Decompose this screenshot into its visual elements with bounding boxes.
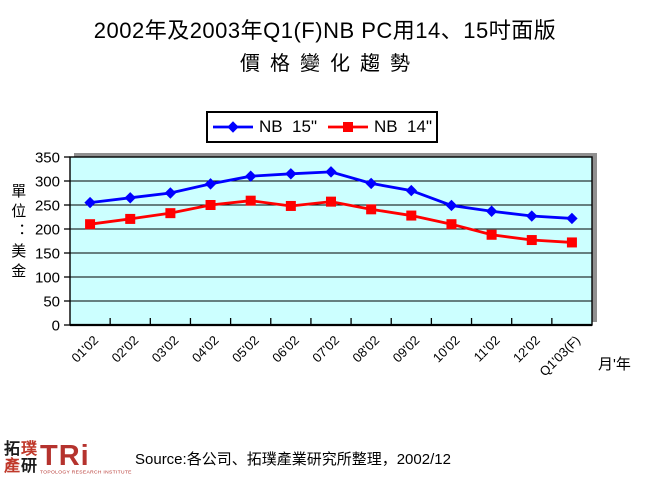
legend-item: NB 15" <box>212 117 317 137</box>
x-tick-label: 02'02 <box>109 333 142 366</box>
data-point <box>124 192 136 204</box>
x-tick-label: 04'02 <box>189 333 222 366</box>
data-point <box>566 237 577 248</box>
data-point <box>244 170 257 182</box>
data-point <box>205 200 216 210</box>
data-point <box>485 205 498 217</box>
legend-marker <box>212 121 253 133</box>
data-point <box>406 210 417 221</box>
x-tick-label: 07'02 <box>309 333 342 366</box>
tri-logo-acronym: TRi <box>40 440 90 472</box>
chart-title-line1: 2002年及2003年Q1(F)NB PC用14、15吋面版 <box>93 18 557 43</box>
data-point <box>204 178 217 190</box>
legend-label: NB 15" <box>258 117 317 136</box>
y-axis-title: 單位：美金 <box>9 183 27 283</box>
y-tick-label: 150 <box>35 245 60 262</box>
logo-char: 璞 <box>21 441 38 458</box>
x-tick-label: 10'02 <box>430 333 463 366</box>
legend-item: NB 14" <box>327 117 432 137</box>
data-point <box>164 187 177 199</box>
data-point <box>526 210 538 222</box>
x-tick-label: 01'02 <box>68 333 101 366</box>
y-tick-label: 300 <box>35 173 60 190</box>
y-tick-label: 200 <box>35 221 60 238</box>
data-point <box>125 213 136 224</box>
data-point <box>446 219 457 230</box>
tri-logo: 拓 璞 產 研 TRi TOPOLOGY RESEARCH INSTITUTE <box>4 441 152 476</box>
tri-logo-chinese: 拓 璞 產 研 <box>4 441 38 475</box>
x-tick-label: 05'02 <box>229 333 262 366</box>
logo-char: 研 <box>21 458 38 475</box>
legend-label: NB 14" <box>374 117 433 136</box>
data-point <box>285 200 296 211</box>
chart-legend: NB 15" NB 14" <box>206 111 438 143</box>
data-point <box>526 235 537 246</box>
data-point <box>566 212 578 225</box>
data-point <box>445 199 458 212</box>
data-point <box>325 166 337 178</box>
tri-logo-subtitle: TOPOLOGY RESEARCH INSTITUTE <box>40 470 132 475</box>
logo-char: 拓 <box>4 441 21 458</box>
x-tick-label: 06'02 <box>269 333 302 366</box>
data-point <box>85 219 96 230</box>
y-tick-label: 250 <box>35 197 60 214</box>
data-point <box>366 204 377 215</box>
x-tick-label: 11'02 <box>471 333 503 365</box>
x-axis-title: 月'年 <box>598 356 631 373</box>
legend-marker <box>328 122 368 132</box>
x-tick-label: 08'02 <box>349 333 382 366</box>
data-point <box>405 184 418 197</box>
chart-title-line2: 價格變化趨勢 <box>240 53 420 75</box>
x-tick-label: 03'02 <box>149 333 182 366</box>
x-tick-label: 09'02 <box>390 333 423 366</box>
y-tick-label: 0 <box>52 317 60 334</box>
data-point <box>285 168 297 180</box>
x-tick-label: 12'02 <box>510 333 543 366</box>
data-point <box>326 196 336 207</box>
data-point <box>486 229 497 240</box>
logo-char: 產 <box>4 458 21 475</box>
y-tick-label: 100 <box>35 269 60 286</box>
data-point <box>365 177 377 190</box>
y-tick-label: 350 <box>35 149 60 166</box>
source-note: Source:各公司、拓璞產業研究所整理，2002/12 <box>135 451 451 468</box>
price-trend-chart: 0 50 100 150 200 250 300 350 01'02 02'02 03'02 04'0… <box>35 149 631 380</box>
y-tick-label: 50 <box>43 293 60 310</box>
x-tick-label: Q1'03(F) <box>536 333 583 380</box>
data-point <box>84 196 96 209</box>
data-point <box>165 208 176 219</box>
plot-area <box>69 156 593 326</box>
data-point <box>245 195 256 206</box>
